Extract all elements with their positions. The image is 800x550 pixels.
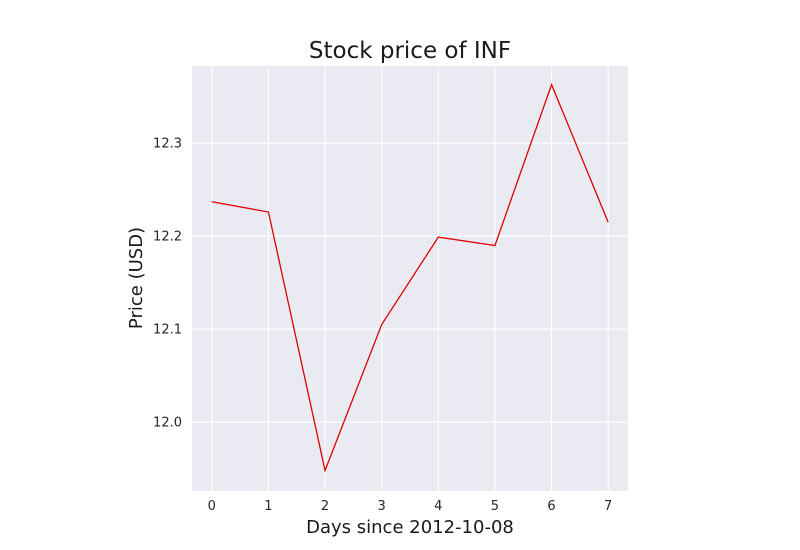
x-tick-label: 2 (321, 499, 329, 514)
y-tick-labels: 12.0 12.1 12.2 12.3 (153, 137, 182, 431)
y-tick-label: 12.0 (153, 416, 182, 431)
y-tick-label: 12.2 (153, 230, 182, 245)
x-tick-label: 3 (378, 499, 386, 514)
x-tick-label: 0 (208, 499, 216, 514)
x-tick-label: 4 (434, 499, 442, 514)
series-line (211, 82, 609, 473)
x-tick-label: 6 (547, 499, 555, 514)
x-tick-label: 7 (604, 499, 612, 514)
chart-title: Stock price of INF (309, 38, 511, 64)
y-tick-label: 12.1 (153, 323, 182, 338)
x-axis-label: Days since 2012-10-08 (306, 517, 514, 538)
y-tick-label: 12.3 (153, 137, 182, 152)
x-tick-label: 5 (491, 499, 499, 514)
x-tick-labels: 0 1 2 3 4 5 6 7 (208, 499, 613, 514)
y-axis-label: Price (USD) (126, 227, 147, 329)
series-layer (211, 82, 609, 473)
x-tick-label: 1 (264, 499, 272, 514)
grid (192, 66, 628, 491)
plot-background (192, 66, 628, 491)
